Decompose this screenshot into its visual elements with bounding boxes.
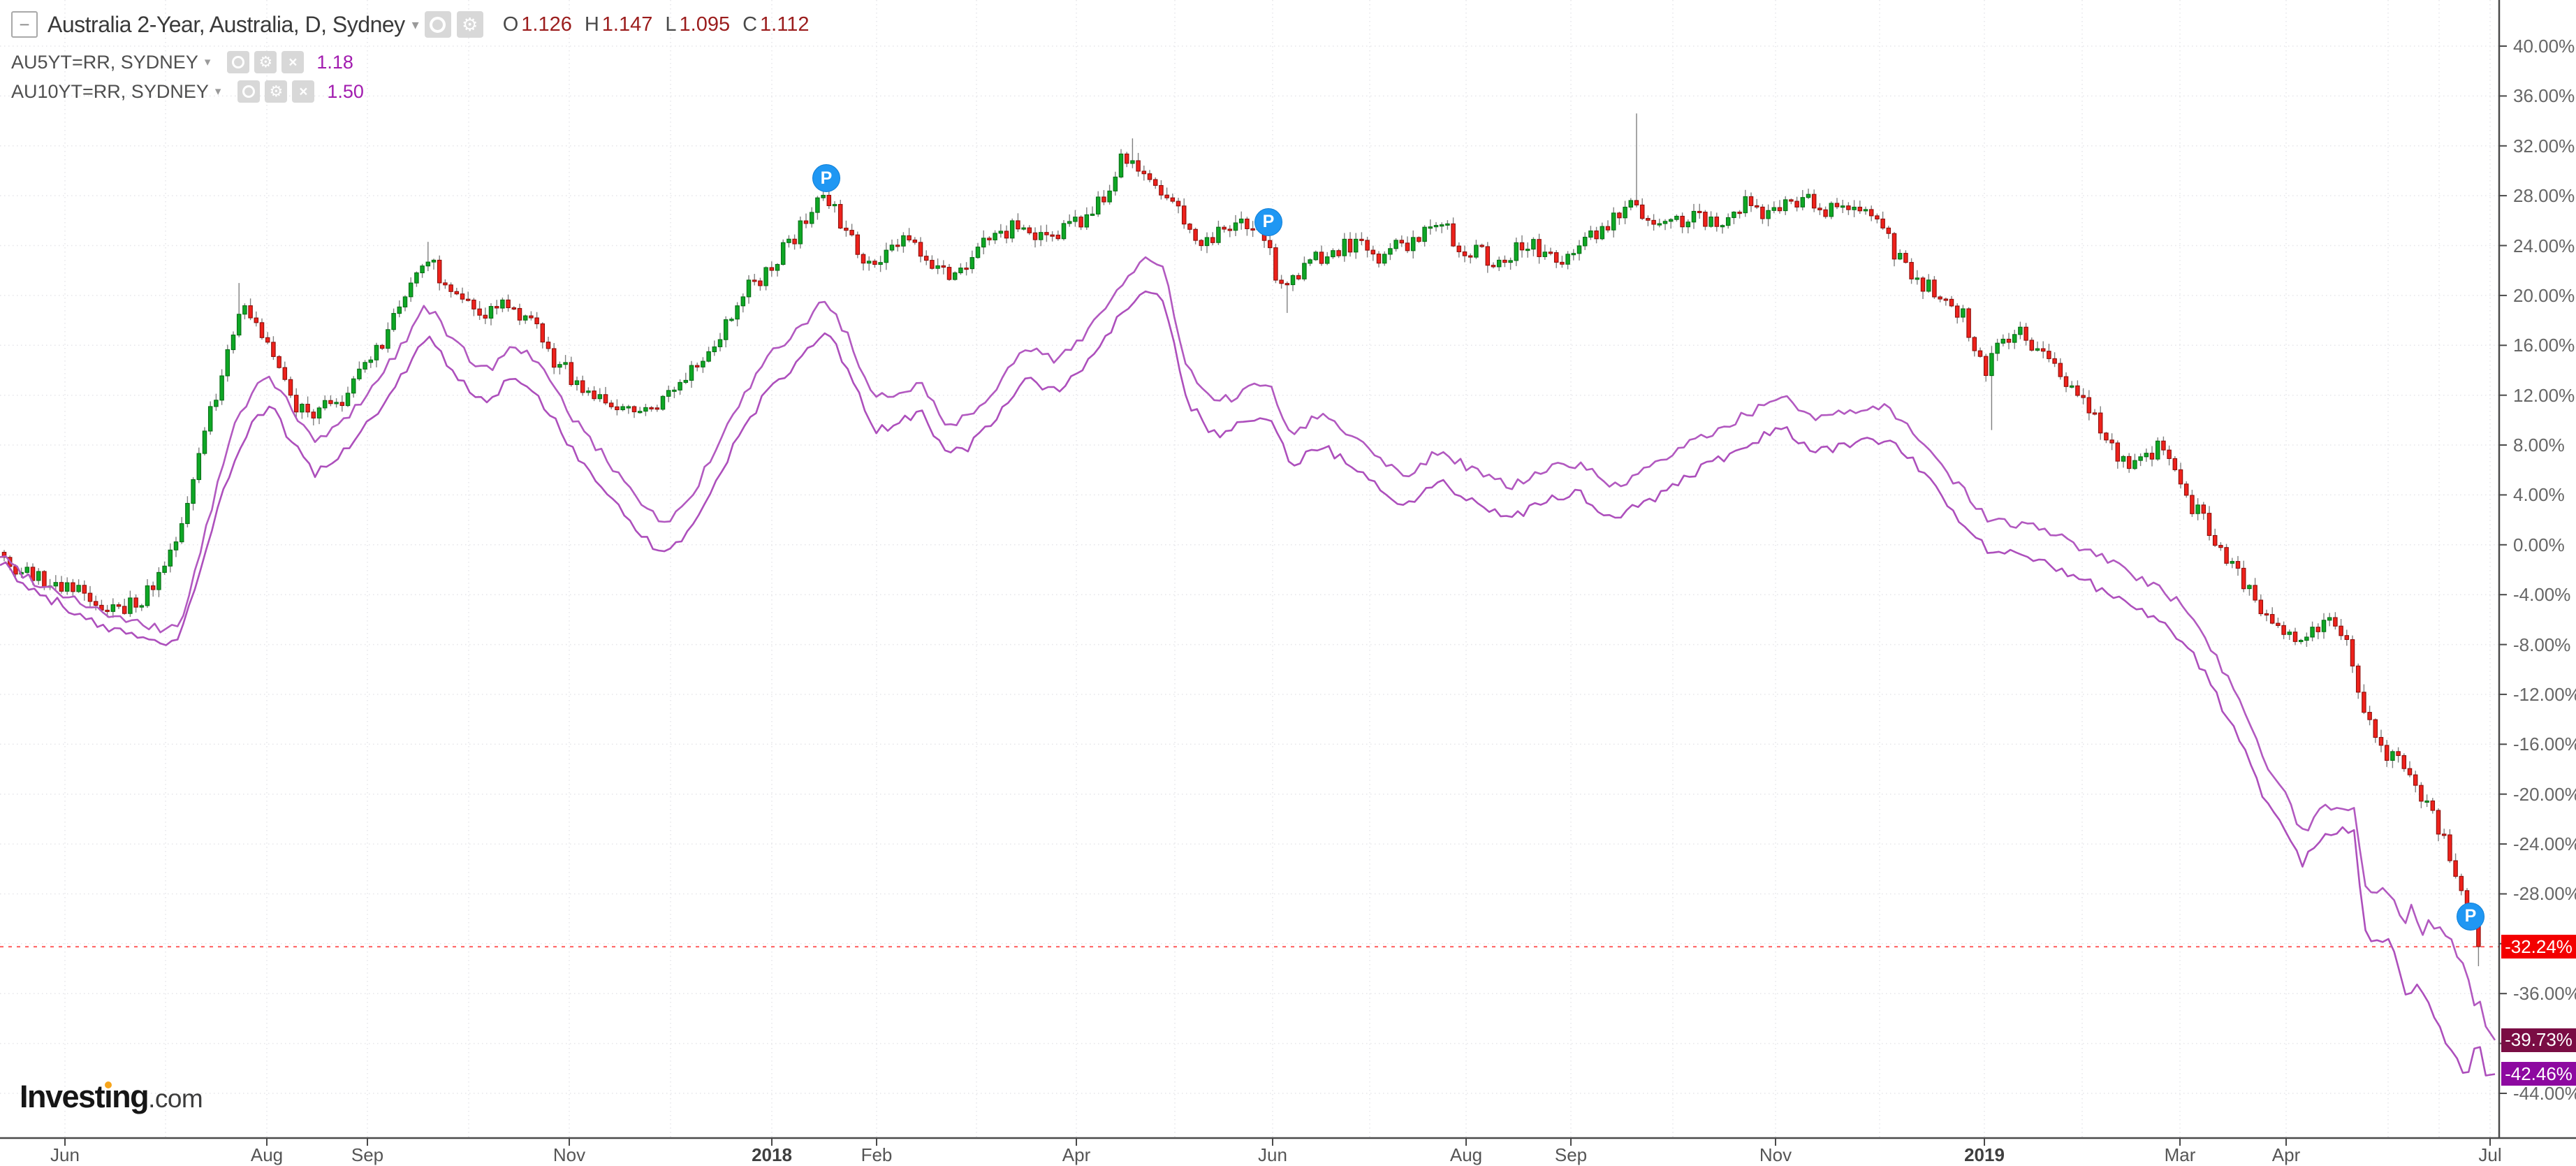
- chevron-down-icon[interactable]: ▾: [204, 55, 211, 68]
- time-tick-label: Jun: [50, 1144, 80, 1165]
- time-tick-label: 2019: [1964, 1144, 2005, 1165]
- time-tick-label: Apr: [1062, 1144, 1091, 1165]
- price-tick-label: -24.00%: [2513, 833, 2576, 855]
- candlestick-series: [1, 113, 2481, 966]
- chevron-down-icon[interactable]: ▾: [411, 17, 419, 33]
- time-tick-label: Jul: [2478, 1144, 2502, 1165]
- au10yt-price-tag: -42.46%: [2501, 1062, 2576, 1086]
- price-tick-label: 0.00%: [2513, 534, 2565, 555]
- gear-icon: ⚙: [269, 82, 284, 100]
- eye-icon: [232, 56, 245, 68]
- ohlc-value: 1.126: [521, 13, 572, 36]
- time-tick-label: Jun: [1258, 1144, 1287, 1165]
- close-icon: ×: [299, 83, 308, 100]
- ohlc-value: 1.112: [760, 13, 810, 36]
- gear-icon: ⚙: [462, 14, 478, 35]
- chevron-down-icon[interactable]: ▾: [214, 85, 221, 98]
- time-tick-label: Sep: [1554, 1144, 1588, 1165]
- au5yt-price-tag: -39.73%: [2501, 1028, 2576, 1052]
- time-tick-label: 2018: [752, 1144, 792, 1165]
- ohlc-value: 1.095: [679, 13, 731, 36]
- price-tick-label: 20.00%: [2513, 284, 2575, 306]
- price-tick-label: 8.00%: [2513, 435, 2565, 456]
- time-tick-label: Aug: [1449, 1144, 1483, 1165]
- price-tick-label: 32.00%: [2513, 135, 2575, 156]
- price-tick-label: -8.00%: [2513, 634, 2571, 655]
- price-tick-label: -16.00%: [2513, 734, 2576, 755]
- time-tick-label: Sep: [351, 1144, 384, 1165]
- series-label[interactable]: AU10YT=RR, SYDNEY: [11, 80, 209, 102]
- price-tick-label: -28.00%: [2513, 883, 2576, 905]
- time-tick-label: Apr: [2271, 1144, 2301, 1165]
- chart-header: − Australia 2-Year, Australia, D, Sydney…: [11, 11, 809, 38]
- symbol-title[interactable]: Australia 2-Year, Australia, D, Sydney: [47, 11, 405, 37]
- price-tick-label: 36.00%: [2513, 85, 2575, 107]
- price-tick-label: 40.00%: [2513, 36, 2575, 57]
- ohlc-values: O 1.126 H 1.147 L 1.095 C 1.112: [503, 13, 810, 36]
- overlay-line-au10yt-rr: [0, 290, 2496, 1077]
- grid-horizontal: [0, 45, 2499, 1094]
- eye-icon: [430, 16, 446, 33]
- series-remove-button[interactable]: ×: [281, 51, 305, 73]
- logo-orange-dot-i: ı: [104, 1079, 113, 1114]
- series-row-au10yt: AU10YT=RR, SYDNEY ▾ ⚙ × 1.50: [11, 77, 364, 106]
- ohlc-key: L: [665, 13, 677, 36]
- overlay-line-au5yt-rr: [0, 256, 2496, 1041]
- price-tick-label: -20.00%: [2513, 783, 2576, 805]
- price-tick-label: -4.00%: [2513, 584, 2571, 606]
- series-settings-button[interactable]: ⚙: [265, 80, 288, 103]
- price-tick-label: 24.00%: [2513, 235, 2575, 256]
- price-tick-label: 4.00%: [2513, 484, 2565, 506]
- series-visibility-button[interactable]: [227, 51, 250, 73]
- investing-watermark: Investıng .com: [20, 1079, 203, 1115]
- time-tick-label: Aug: [250, 1144, 284, 1165]
- eye-icon: [242, 85, 256, 98]
- series-last-value: 1.50: [327, 80, 364, 102]
- collapse-icon[interactable]: −: [11, 11, 38, 38]
- visibility-toggle-button[interactable]: [424, 11, 451, 38]
- series-row-au5yt: AU5YT=RR, SYDNEY ▾ ⚙ × 1.18: [11, 48, 364, 77]
- gear-icon: ⚙: [258, 53, 273, 71]
- publication-marker[interactable]: P: [2457, 902, 2484, 931]
- compare-series-legend: AU5YT=RR, SYDNEY ▾ ⚙ × 1.18 AU10YT=RR, SYDNEY…: [11, 48, 364, 106]
- ohlc-value: 1.147: [601, 13, 653, 36]
- time-tick-label: Feb: [861, 1144, 893, 1165]
- grid-vertical: [64, 0, 2491, 1138]
- logo-text: Investıng: [20, 1079, 149, 1114]
- ohlc-key: C: [742, 13, 758, 36]
- price-tick-label: 12.00%: [2513, 384, 2575, 406]
- ohlc-key: H: [584, 13, 599, 36]
- series-last-value: 1.18: [316, 51, 353, 73]
- close-icon: ×: [288, 54, 298, 71]
- series-visibility-button[interactable]: [237, 80, 261, 103]
- series-remove-button[interactable]: ×: [292, 80, 315, 103]
- price-tick-label: -12.00%: [2513, 683, 2576, 705]
- price-tick-label: 28.00%: [2513, 185, 2575, 207]
- series-settings-button[interactable]: ⚙: [254, 51, 277, 73]
- series-label[interactable]: AU5YT=RR, SYDNEY: [11, 51, 198, 73]
- last-price-tag: -32.24%: [2501, 935, 2576, 959]
- settings-button[interactable]: ⚙: [456, 11, 483, 38]
- time-tick-label: Nov: [552, 1144, 586, 1165]
- price-tick-label: -36.00%: [2513, 983, 2576, 1005]
- logo-suffix: .com: [148, 1084, 203, 1113]
- price-tick-label: -44.00%: [2513, 1082, 2576, 1104]
- publication-marker[interactable]: P: [1254, 207, 1282, 236]
- publication-marker[interactable]: P: [812, 164, 840, 193]
- time-tick-label: Mar: [2164, 1144, 2196, 1165]
- time-tick-label: Nov: [1759, 1144, 1792, 1165]
- price-tick-label: 16.00%: [2513, 335, 2575, 356]
- ohlc-key: O: [502, 13, 519, 36]
